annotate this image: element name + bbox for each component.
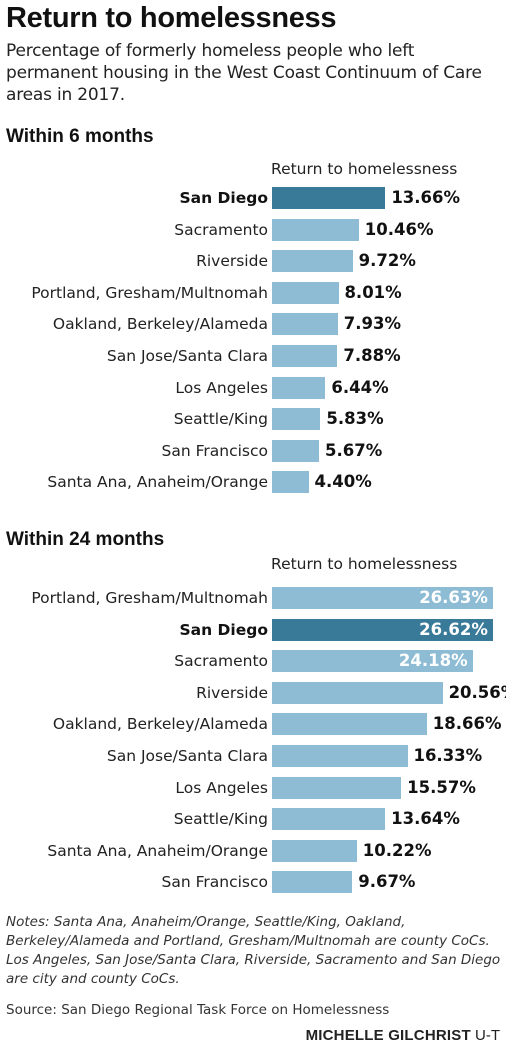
- category-label: San Diego: [179, 620, 269, 639]
- bar: [272, 713, 427, 736]
- category-label: Santa Ana, Anaheim/Orange: [47, 473, 268, 492]
- bar-row: Riverside 20.56%: [0, 681, 506, 704]
- bar-row: San Jose/Santa Clara 7.88%: [0, 345, 506, 367]
- category-label: Seattle/King: [173, 810, 268, 829]
- value-label: 24.18%: [398, 651, 468, 671]
- bar-row: San Diego 13.66%: [0, 187, 506, 209]
- category-label: Oakland, Berkeley/Alameda: [52, 315, 268, 334]
- bar-row: Oakland, Berkeley/Alameda 18.66%: [0, 713, 506, 736]
- category-label: Seattle/King: [173, 410, 268, 429]
- bar: [272, 871, 353, 894]
- value-label: 26.63%: [419, 588, 488, 607]
- bar-row: Los Angeles 15.57%: [0, 776, 506, 799]
- value-label: 26.62%: [419, 619, 488, 639]
- bar-row: Portland, Gresham/Multnomah 8.01%: [0, 281, 506, 304]
- section-title-6-months: Within 6 months: [6, 126, 154, 147]
- value-label: 7.88%: [343, 346, 401, 365]
- section-title-24-months: Within 24 months: [6, 529, 165, 550]
- bar-row: Santa Ana, Anaheim/Orange 4.40%: [0, 471, 506, 494]
- value-label: 7.93%: [343, 314, 402, 334]
- chart-source: Source: San Diego Regional Task Force on…: [6, 1002, 390, 1018]
- category-label: San Diego: [179, 189, 269, 207]
- bar-row: San Diego 26.62%: [0, 618, 506, 641]
- bar: [272, 808, 386, 831]
- bar: [272, 439, 319, 462]
- value-label: 13.66%: [391, 188, 461, 207]
- category-label: Oakland, Berkeley/Alameda: [52, 715, 268, 734]
- value-label: 5.83%: [326, 409, 384, 429]
- category-label: San Francisco: [161, 873, 268, 892]
- bar: [272, 745, 408, 767]
- bar: [272, 187, 386, 209]
- category-label: Sacramento: [174, 220, 268, 239]
- category-label: Portland, Gresham/Multnomah: [31, 589, 268, 607]
- category-label: San Jose/Santa Clara: [106, 747, 268, 765]
- bar-row: San Francisco 5.67%: [0, 439, 506, 462]
- column-header-6-months: Return to homelessness: [271, 160, 458, 178]
- value-label: 10.22%: [362, 840, 432, 860]
- value-label: 6.44%: [331, 377, 389, 397]
- chart-notes: Notes: Santa Ana, Anaheim/Orange, Seattl…: [6, 914, 501, 987]
- bar: [272, 345, 338, 367]
- bar: [272, 376, 326, 399]
- bar: [272, 587, 493, 609]
- value-label: 8.01%: [344, 282, 402, 302]
- bar: [272, 839, 357, 862]
- bar: [272, 281, 339, 304]
- value-label: 20.56%: [448, 682, 506, 702]
- bar: [272, 618, 493, 641]
- chart-subtitle: Percentage of formerly homeless people w…: [6, 41, 482, 105]
- credit-org: U-T: [475, 1027, 500, 1044]
- value-label: 15.57%: [407, 777, 476, 797]
- bar-row: Seattle/King 13.64%: [0, 808, 506, 831]
- value-label: 13.64%: [391, 809, 460, 829]
- bar-row: Seattle/King 5.83%: [0, 408, 506, 431]
- bar-row: Riverside 9.72%: [0, 250, 506, 273]
- value-label: 4.40%: [314, 472, 372, 492]
- bar: [272, 218, 359, 241]
- bar-row: Santa Ana, Anaheim/Orange 10.22%: [0, 839, 506, 862]
- category-label: San Francisco: [161, 441, 268, 460]
- category-label: San Jose/Santa Clara: [106, 347, 268, 365]
- chart-credit: MICHELLE GILCHRIST U-T: [306, 1027, 500, 1044]
- value-label: 9.67%: [358, 872, 416, 892]
- value-label: 9.72%: [358, 251, 416, 271]
- category-label: Riverside: [196, 683, 268, 702]
- bar: [272, 650, 473, 673]
- category-label: Los Angeles: [175, 778, 268, 797]
- value-label: 16.33%: [413, 746, 483, 765]
- bar: [272, 408, 321, 431]
- value-label: 10.46%: [364, 219, 434, 239]
- bar-row: Oakland, Berkeley/Alameda 7.93%: [0, 313, 506, 336]
- bar-row: Sacramento 10.46%: [0, 218, 506, 241]
- bar-row: San Jose/Santa Clara 16.33%: [0, 745, 506, 767]
- bar: [272, 313, 338, 336]
- category-label: Riverside: [196, 252, 268, 271]
- bar: [272, 776, 402, 799]
- bar: [272, 250, 353, 273]
- value-label: 18.66%: [432, 714, 502, 734]
- credit-author: MICHELLE GILCHRIST: [305, 1027, 471, 1044]
- category-label: Sacramento: [174, 652, 268, 671]
- bar-row: San Francisco 9.67%: [0, 871, 506, 894]
- bar: [272, 681, 443, 704]
- value-label: 5.67%: [325, 440, 383, 460]
- bar: [272, 471, 309, 494]
- bar-row: Portland, Gresham/Multnomah 26.63%: [0, 587, 506, 609]
- column-header-24-months: Return to homelessness: [271, 555, 458, 573]
- category-label: Los Angeles: [175, 378, 268, 397]
- category-label: Portland, Gresham/Multnomah: [31, 283, 268, 302]
- bar-row: Los Angeles 6.44%: [0, 376, 506, 399]
- bar-row: Sacramento 24.18%: [0, 650, 506, 673]
- category-label: Santa Ana, Anaheim/Orange: [47, 841, 268, 860]
- chart-title: Return to homelessness: [6, 2, 337, 34]
